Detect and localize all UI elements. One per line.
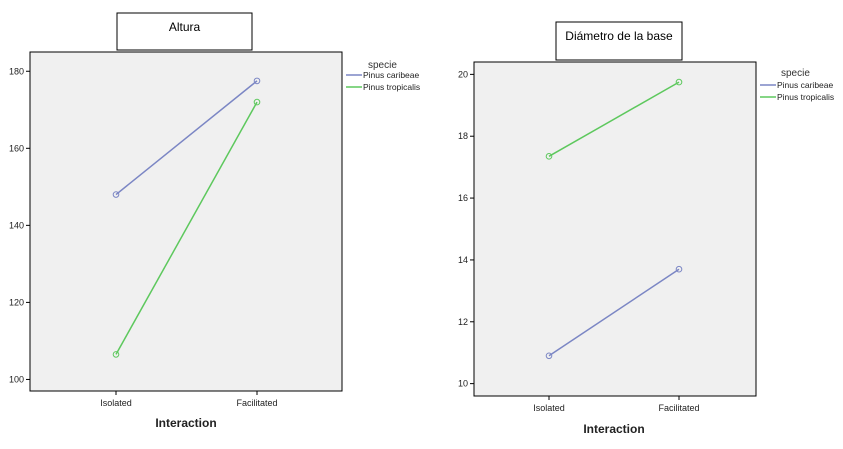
x-tick-label: Facilitated (658, 403, 699, 413)
y-tick-label: 120 (9, 297, 24, 307)
chart-diametro: Diámetro de la base Interaction specie 1… (458, 21, 834, 436)
x-axis-label: Interaction (155, 416, 216, 430)
chart-altura: Altura Interaction specie 100 120 140 160 18… (9, 12, 420, 430)
data-point (545, 153, 553, 160)
chart-title: Altura (169, 20, 201, 34)
y-tick-label: 180 (9, 66, 24, 76)
legend-entry: Pinus tropicalis (363, 82, 420, 92)
plot-area (473, 61, 757, 397)
series-lines (112, 77, 261, 358)
series-line (548, 81, 680, 157)
y-tick-label: 12 (458, 317, 468, 327)
data-point (675, 265, 683, 273)
series-line (115, 101, 258, 355)
series-line (115, 80, 258, 196)
data-point (112, 191, 120, 198)
series-line (548, 268, 680, 357)
legend-title: specie (368, 60, 397, 71)
legend: Pinus caribeae Pinus tropicalis (346, 70, 420, 92)
data-point (253, 77, 261, 85)
x-tick-label: Isolated (533, 403, 565, 413)
plot-area (29, 51, 343, 392)
title-box (555, 21, 683, 61)
x-axis-label: Interaction (583, 422, 644, 436)
title-box (116, 12, 253, 51)
y-tick-label: 14 (458, 255, 468, 265)
legend: Pinus caribeae Pinus tropicalis (760, 80, 834, 102)
series-lines (545, 78, 683, 360)
data-point (675, 78, 683, 86)
y-tick-label: 100 (9, 374, 24, 384)
y-tick-label: 10 (458, 379, 468, 389)
data-point (253, 98, 261, 106)
axis-ticks: 100 120 140 160 180 Isolated Facilitated (9, 66, 278, 408)
x-tick-label: Facilitated (236, 398, 277, 408)
x-tick-label: Isolated (100, 398, 132, 408)
chart-title: Diámetro de la base (565, 29, 673, 43)
y-tick-label: 140 (9, 220, 24, 230)
legend-title: specie (781, 68, 810, 79)
legend-entry: Pinus caribeae (363, 70, 420, 80)
legend-entry: Pinus caribeae (777, 80, 834, 90)
y-tick-label: 18 (458, 131, 468, 141)
axis-ticks: 10 12 14 16 18 20 Isolated Facilitated (458, 69, 700, 413)
data-point (545, 352, 553, 360)
y-tick-label: 160 (9, 143, 24, 153)
y-tick-label: 20 (458, 69, 468, 79)
data-point (112, 351, 120, 358)
y-tick-label: 16 (458, 193, 468, 203)
legend-entry: Pinus tropicalis (777, 92, 834, 102)
